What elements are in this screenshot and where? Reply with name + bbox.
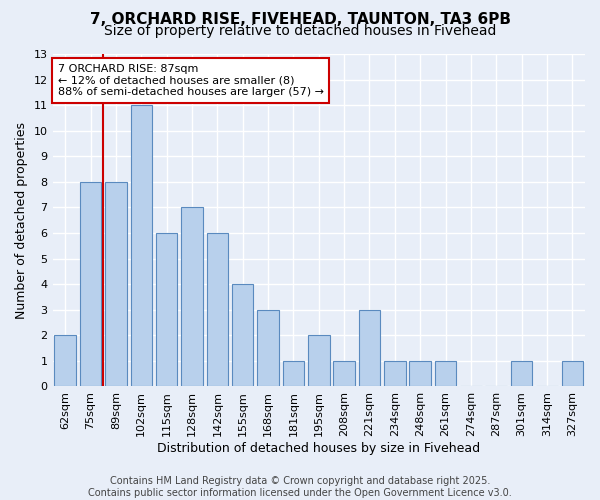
X-axis label: Distribution of detached houses by size in Fivehead: Distribution of detached houses by size …	[157, 442, 481, 455]
Bar	[105, 182, 127, 386]
Bar	[384, 361, 406, 386]
Bar	[308, 336, 329, 386]
Bar	[359, 310, 380, 386]
Text: Size of property relative to detached houses in Fivehead: Size of property relative to detached ho…	[104, 24, 496, 38]
Bar	[55, 336, 76, 386]
Bar	[232, 284, 253, 386]
Bar	[334, 361, 355, 386]
Bar	[131, 105, 152, 386]
Bar	[435, 361, 457, 386]
Text: 7 ORCHARD RISE: 87sqm
← 12% of detached houses are smaller (8)
88% of semi-detac: 7 ORCHARD RISE: 87sqm ← 12% of detached …	[58, 64, 324, 97]
Bar	[206, 233, 228, 386]
Text: 7, ORCHARD RISE, FIVEHEAD, TAUNTON, TA3 6PB: 7, ORCHARD RISE, FIVEHEAD, TAUNTON, TA3 …	[89, 12, 511, 28]
Y-axis label: Number of detached properties: Number of detached properties	[15, 122, 28, 318]
Bar	[562, 361, 583, 386]
Bar	[409, 361, 431, 386]
Text: Contains HM Land Registry data © Crown copyright and database right 2025.
Contai: Contains HM Land Registry data © Crown c…	[88, 476, 512, 498]
Bar	[257, 310, 279, 386]
Bar	[283, 361, 304, 386]
Bar	[511, 361, 532, 386]
Bar	[156, 233, 178, 386]
Bar	[181, 208, 203, 386]
Bar	[80, 182, 101, 386]
